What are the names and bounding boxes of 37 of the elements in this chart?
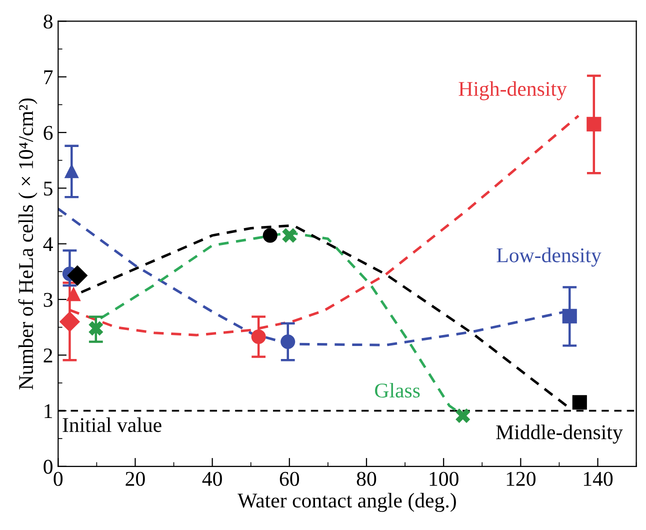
y-tick-label: 4 <box>43 237 53 252</box>
y-tick-label: 7 <box>44 70 53 84</box>
y-tick-label: 8 <box>44 14 52 29</box>
point <box>586 116 602 132</box>
y-tick-label: 3 <box>44 292 52 307</box>
point <box>59 311 80 332</box>
x-tick-label: 100 <box>430 472 458 486</box>
point <box>88 321 104 336</box>
point <box>66 286 81 302</box>
y-axis-title: Number of HeLa cells ( × 10⁴/cm²) <box>18 98 38 390</box>
point <box>67 265 88 286</box>
x-tick-label: 80 <box>356 472 376 486</box>
x-axis-title: Water contact angle (deg.) <box>238 492 456 512</box>
series-label: High-density <box>458 81 567 100</box>
x-tick-label: 0 <box>54 472 63 486</box>
series-label: Glass <box>375 382 420 398</box>
y-tick-label: 0 <box>44 460 52 474</box>
point <box>280 334 296 350</box>
point <box>572 395 587 410</box>
point <box>262 228 278 243</box>
x-tick-label: 20 <box>126 472 145 486</box>
point <box>456 408 470 424</box>
point <box>562 308 577 324</box>
point <box>251 329 266 344</box>
text: Low-density <box>496 248 602 267</box>
series-label: Middle-density <box>496 424 623 444</box>
y-tick-label: 2 <box>44 348 52 362</box>
point <box>64 164 79 178</box>
y-tick-label: 1 <box>44 404 52 418</box>
x-tick-label: 140 <box>584 472 613 486</box>
x-tick-label: 120 <box>506 472 536 486</box>
point <box>282 228 297 243</box>
y-tick-label: 6 <box>44 126 53 140</box>
x-tick-label: 40 <box>202 472 222 486</box>
y-tick-label: 5 <box>44 182 52 196</box>
x-tick-label: 60 <box>280 472 300 486</box>
ref-line-label: Initial value <box>62 417 162 432</box>
